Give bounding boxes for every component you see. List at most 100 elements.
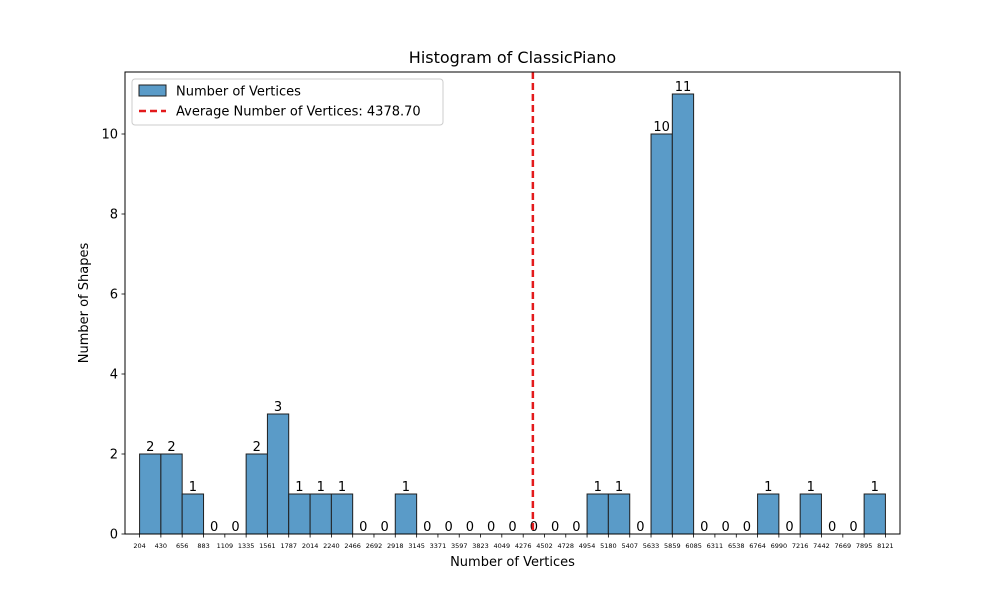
histogram-bar — [607, 493, 631, 535]
bar-value-label: 0 — [700, 520, 708, 535]
x-tick-label: 3823 — [472, 542, 489, 550]
x-tick-label: 883 — [197, 542, 209, 550]
x-tick-label: 5407 — [621, 542, 638, 550]
bar-value-label: 0 — [785, 520, 793, 535]
bar-value-label: 1 — [594, 480, 602, 495]
bar-value-label: 3 — [274, 400, 282, 415]
x-tick-label: 1109 — [217, 542, 234, 550]
x-tick-label: 1561 — [259, 542, 276, 550]
bar-value-label: 0 — [210, 520, 218, 535]
histogram-bar — [330, 493, 354, 535]
bar-value-label: 2 — [253, 440, 261, 455]
x-tick-label: 2466 — [344, 542, 361, 550]
histogram-bar — [139, 453, 162, 535]
x-tick-label: 7669 — [835, 542, 852, 550]
bar-value-label: 2 — [167, 440, 175, 455]
histogram-bar — [266, 413, 290, 535]
x-tick-label: 1335 — [238, 542, 255, 550]
x-tick-label: 4049 — [494, 542, 511, 550]
bar-labels-group: 2210023111001000000001101011000101001 — [146, 80, 879, 535]
histogram-bar — [671, 93, 695, 535]
x-tick-label: 204 — [133, 542, 145, 550]
histogram-bar — [245, 453, 268, 535]
x-tick-label: 5180 — [600, 542, 617, 550]
bar-value-label: 0 — [849, 520, 857, 535]
bar-value-label: 1 — [402, 480, 410, 495]
y-tick-label: 4 — [110, 368, 118, 383]
x-axis-label: Number of Vertices — [450, 555, 575, 570]
y-tick-label: 6 — [110, 288, 118, 303]
histogram-bar — [394, 493, 418, 535]
y-tick-label: 2 — [110, 448, 118, 463]
x-tick-label: 6538 — [728, 542, 745, 550]
x-tick-label: 5633 — [643, 542, 660, 550]
x-tick-label: 4502 — [536, 542, 553, 550]
x-tick-label: 4728 — [558, 542, 575, 550]
legend: Number of Vertices Average Number of Ver… — [131, 78, 444, 126]
bar-value-label: 1 — [764, 480, 772, 495]
bar-value-label: 1 — [807, 480, 815, 495]
x-tick-label: 3371 — [430, 542, 447, 550]
bar-value-label: 0 — [743, 520, 751, 535]
y-tick-label: 10 — [101, 128, 118, 143]
histogram-bar — [309, 493, 332, 535]
bar-value-label: 1 — [189, 480, 197, 495]
x-tick-label: 7442 — [813, 542, 830, 550]
bar-value-label: 1 — [871, 480, 879, 495]
x-tick-label: 430 — [155, 542, 167, 550]
legend-label-average: Average Number of Vertices: 4378.70 — [176, 105, 421, 120]
y-ticks-group: 0 2 4 6 8 10 — [101, 128, 125, 543]
y-axis-label: Number of Shapes — [77, 243, 92, 364]
x-ticks-group: 204 430 656 883 1109 1335 1561 1787 2014 2240 2466… — [133, 534, 894, 550]
axes-frame — [124, 71, 901, 535]
bar-value-label: 0 — [828, 520, 836, 535]
histogram-bar — [181, 493, 205, 535]
y-tick-label: 0 — [110, 528, 118, 543]
x-tick-label: 6990 — [771, 542, 788, 550]
bar-value-label: 1 — [295, 480, 303, 495]
x-tick-label: 7216 — [792, 542, 809, 550]
x-tick-label: 6311 — [707, 542, 724, 550]
x-tick-label: 656 — [176, 542, 188, 550]
x-tick-label: 6764 — [749, 542, 766, 550]
bar-value-label: 0 — [380, 520, 388, 535]
bar-value-label: 0 — [359, 520, 367, 535]
bar-value-label: 0 — [466, 520, 474, 535]
bar-value-label: 1 — [338, 480, 346, 495]
histogram-bar — [799, 493, 822, 535]
bar-value-label: 0 — [636, 520, 644, 535]
x-tick-label: 2918 — [387, 542, 404, 550]
x-tick-label: 2240 — [323, 542, 340, 550]
bar-value-label: 1 — [317, 480, 325, 495]
bar-value-label: 0 — [721, 520, 729, 535]
histogram-bar — [586, 493, 609, 535]
x-tick-label: 1787 — [280, 542, 297, 550]
bar-value-label: 0 — [423, 520, 431, 535]
x-tick-label: 8121 — [877, 542, 894, 550]
x-tick-label: 6085 — [685, 542, 702, 550]
x-tick-label: 2692 — [366, 542, 383, 550]
chart-title: Histogram of ClassicPiano — [409, 48, 616, 67]
x-tick-label: 7895 — [856, 542, 873, 550]
histogram-bar — [650, 133, 673, 535]
x-tick-label: 4954 — [579, 542, 596, 550]
x-tick-label: 3145 — [408, 542, 425, 550]
bar-value-label: 0 — [487, 520, 495, 535]
bar-value-label: 0 — [444, 520, 452, 535]
bar-value-label: 1 — [615, 480, 623, 495]
legend-label-vertices: Number of Vertices — [176, 85, 301, 100]
bar-value-label: 0 — [508, 520, 516, 535]
x-tick-label: 3597 — [451, 542, 468, 550]
histogram-bar — [757, 493, 780, 535]
bar-value-label: 11 — [675, 80, 692, 95]
x-tick-label: 2014 — [302, 542, 319, 550]
y-tick-label: 8 — [110, 208, 118, 223]
bar-value-label: 10 — [653, 120, 670, 135]
histogram-bar — [160, 453, 183, 535]
x-tick-label: 5859 — [664, 542, 681, 550]
histogram-bar — [863, 493, 886, 535]
bar-value-label: 2 — [146, 440, 154, 455]
x-tick-label: 4276 — [515, 542, 532, 550]
legend-swatch-bar — [138, 84, 167, 97]
